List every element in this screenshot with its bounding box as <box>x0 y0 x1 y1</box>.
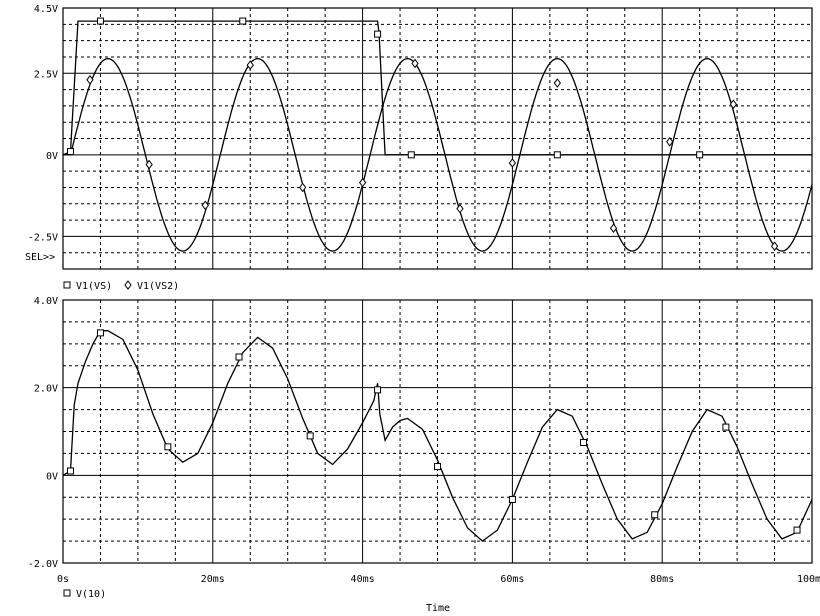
data-point-square <box>580 438 588 446</box>
data-point-diamond <box>411 58 419 69</box>
y-tick-label: 0V <box>46 151 58 162</box>
data-point-square <box>66 467 74 475</box>
data-point-square <box>651 511 659 519</box>
x-tick-label: 0s <box>57 574 69 585</box>
data-point-square <box>164 443 172 451</box>
legend-square-marker <box>63 589 71 597</box>
top-plot[interactable]: 4.5V 2.5V 0V -2.5V SEL>> <box>25 4 813 270</box>
bottom-y-tick-labels: 4.0V 2.0V 0V -2.0V <box>28 296 58 570</box>
data-point-diamond <box>145 159 153 170</box>
data-point-square <box>722 423 730 431</box>
legend-label-v10: V(10) <box>76 589 106 600</box>
data-point-diamond <box>729 99 737 110</box>
data-point-square <box>374 30 382 38</box>
data-point-square <box>553 151 561 159</box>
data-point-square <box>434 463 441 471</box>
y-tick-label: 4.5V <box>34 4 58 15</box>
data-point-diamond <box>86 74 94 85</box>
y-tick-label: 2.5V <box>34 69 58 80</box>
data-point-diamond <box>666 136 674 147</box>
trace-v-10- <box>62 330 813 542</box>
y-tick-label: 4.0V <box>34 296 58 307</box>
y-tick-label: 2.0V <box>34 384 58 395</box>
y-tick-label: -2.0V <box>28 559 58 570</box>
x-tick-label: 20ms <box>201 574 225 585</box>
top-plot-frame <box>62 7 813 270</box>
top-y-tick-labels: 4.5V 2.5V 0V -2.5V <box>28 4 58 243</box>
x-tick-label: 80ms <box>650 574 674 585</box>
data-point-square <box>96 17 104 25</box>
y-tick-label: -2.5V <box>28 232 58 243</box>
x-axis-title: Time <box>426 603 450 614</box>
trace-v1-vs2- <box>63 57 813 252</box>
data-point-square <box>239 17 247 25</box>
bottom-plot[interactable]: 4.0V 2.0V 0V -2.0V <box>28 296 813 570</box>
data-point-square <box>407 151 415 159</box>
data-point-square <box>306 432 314 440</box>
x-tick-label: 100ms <box>797 574 820 585</box>
bottom-traces <box>62 330 813 542</box>
data-point-diamond <box>553 78 561 88</box>
data-point-diamond <box>609 223 618 234</box>
bottom-legend: V(10) <box>63 589 106 600</box>
legend-diamond-marker <box>124 280 132 290</box>
x-tick-labels: 0s 20ms 40ms 60ms 80ms 100ms <box>57 574 820 585</box>
data-point-diamond <box>246 60 254 70</box>
data-point-square <box>793 526 801 534</box>
data-point-diamond <box>508 158 517 168</box>
legend-square-marker <box>63 281 71 289</box>
y-tick-label: 0V <box>46 471 58 482</box>
data-point-square <box>235 353 243 361</box>
data-point-diamond <box>770 241 779 251</box>
x-tick-label: 60ms <box>500 574 524 585</box>
data-point-square <box>508 495 516 503</box>
data-point-diamond <box>201 200 209 211</box>
legend-label-v1-vs: V1(VS) <box>76 281 112 292</box>
top-legend: V1(VS) V1(VS2) <box>63 280 179 292</box>
data-point-diamond <box>358 177 367 188</box>
top-markers <box>66 17 779 251</box>
data-point-diamond <box>456 203 464 214</box>
sel-indicator[interactable]: SEL>> <box>25 252 55 263</box>
data-point-square <box>96 329 104 337</box>
data-point-square <box>374 386 382 394</box>
bottom-grid <box>62 299 813 564</box>
bottom-plot-frame <box>62 299 813 564</box>
legend-label-v1-vs2: V1(VS2) <box>137 281 179 292</box>
x-tick-label: 40ms <box>351 574 375 585</box>
data-point-diamond <box>299 182 307 193</box>
data-point-square <box>66 148 74 156</box>
data-point-square <box>696 151 704 159</box>
bottom-markers <box>66 329 801 534</box>
